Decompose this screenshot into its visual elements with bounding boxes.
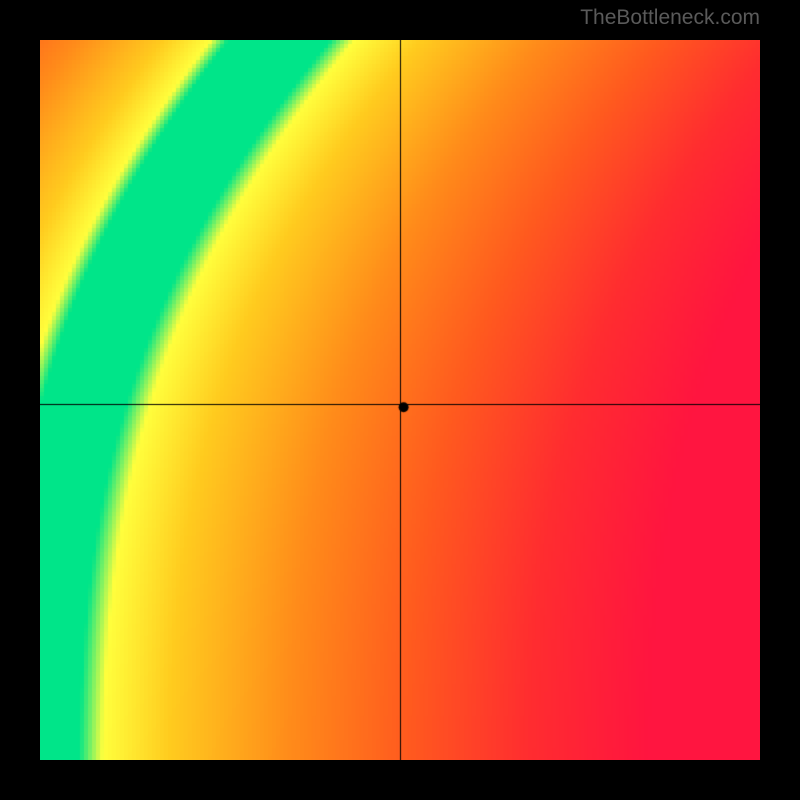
watermark-text: TheBottleneck.com: [580, 6, 760, 30]
overlay-canvas: [40, 40, 760, 760]
chart-container: TheBottleneck.com: [0, 0, 800, 800]
